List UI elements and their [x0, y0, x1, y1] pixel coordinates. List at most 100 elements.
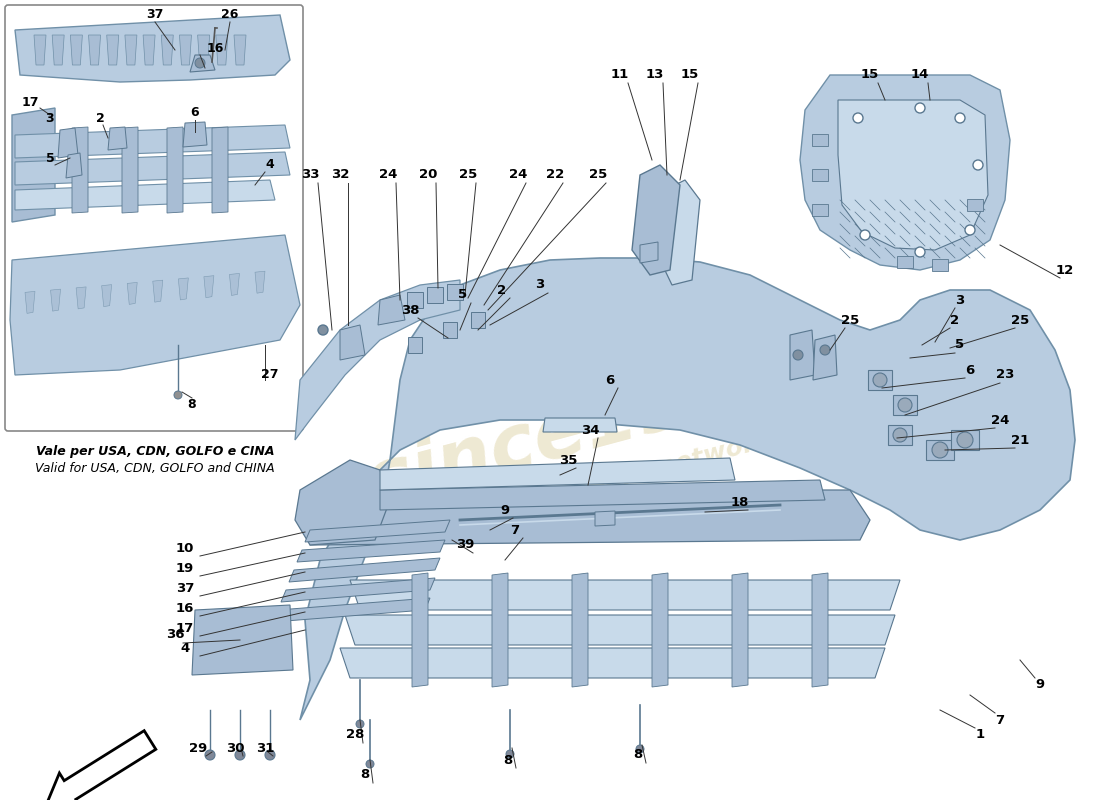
Polygon shape: [896, 256, 913, 268]
Polygon shape: [300, 258, 1075, 720]
Circle shape: [174, 391, 182, 399]
Polygon shape: [295, 460, 390, 545]
Text: 19: 19: [176, 562, 194, 574]
Text: 27: 27: [262, 369, 278, 382]
Polygon shape: [198, 35, 210, 65]
Circle shape: [318, 325, 328, 335]
Text: 9: 9: [1035, 678, 1045, 691]
Polygon shape: [153, 280, 163, 302]
Circle shape: [265, 750, 275, 760]
Polygon shape: [25, 291, 35, 314]
Text: 10: 10: [176, 542, 195, 554]
Text: 18: 18: [730, 495, 749, 509]
Text: 14: 14: [911, 69, 930, 82]
Polygon shape: [70, 35, 82, 65]
Polygon shape: [190, 55, 214, 72]
Text: Vale per USA, CDN, GOLFO e CINA: Vale per USA, CDN, GOLFO e CINA: [35, 445, 274, 458]
Text: 30: 30: [226, 742, 244, 754]
Polygon shape: [234, 35, 246, 65]
Text: 6: 6: [966, 363, 975, 377]
Polygon shape: [812, 204, 828, 216]
Polygon shape: [66, 153, 82, 178]
Text: 37: 37: [176, 582, 195, 594]
Polygon shape: [732, 573, 748, 687]
Text: 24: 24: [991, 414, 1009, 426]
Text: 6: 6: [190, 106, 199, 119]
Text: 16: 16: [176, 602, 195, 614]
Polygon shape: [412, 573, 428, 687]
Polygon shape: [12, 108, 55, 222]
Polygon shape: [34, 35, 46, 65]
Text: 3: 3: [46, 111, 54, 125]
Text: 5: 5: [956, 338, 965, 351]
Circle shape: [965, 225, 975, 235]
Polygon shape: [379, 480, 825, 510]
Text: 35: 35: [559, 454, 578, 466]
Polygon shape: [76, 287, 86, 309]
Text: 7: 7: [510, 523, 519, 537]
Polygon shape: [15, 152, 290, 185]
Text: 5: 5: [45, 151, 54, 165]
Circle shape: [955, 113, 965, 123]
Polygon shape: [345, 615, 895, 645]
Circle shape: [366, 760, 374, 768]
Polygon shape: [427, 287, 443, 303]
Polygon shape: [108, 127, 126, 150]
Circle shape: [860, 230, 870, 240]
Polygon shape: [407, 292, 424, 308]
Text: 23: 23: [996, 369, 1014, 382]
FancyArrow shape: [46, 730, 156, 800]
Text: 16: 16: [207, 42, 223, 54]
Polygon shape: [543, 418, 617, 432]
Polygon shape: [183, 122, 207, 147]
Polygon shape: [101, 285, 112, 306]
Polygon shape: [178, 278, 188, 300]
Polygon shape: [167, 127, 183, 213]
Text: since1996: since1996: [360, 338, 800, 522]
Circle shape: [898, 398, 912, 412]
Text: 11: 11: [610, 69, 629, 82]
Circle shape: [235, 750, 245, 760]
Text: 1: 1: [976, 729, 984, 742]
Circle shape: [636, 745, 644, 753]
Text: 29: 29: [189, 742, 207, 754]
Text: 17: 17: [176, 622, 194, 634]
Text: 13: 13: [646, 69, 664, 82]
Polygon shape: [280, 578, 434, 602]
Polygon shape: [492, 573, 508, 687]
Polygon shape: [88, 35, 100, 65]
Text: 9: 9: [500, 503, 509, 517]
Text: 38: 38: [400, 303, 419, 317]
Circle shape: [893, 428, 907, 442]
Polygon shape: [143, 35, 155, 65]
Text: 5: 5: [459, 289, 468, 302]
Text: Valid for USA, CDN, GOLFO and CHINA: Valid for USA, CDN, GOLFO and CHINA: [35, 462, 275, 475]
Text: 4: 4: [180, 642, 189, 654]
Polygon shape: [204, 276, 213, 298]
Circle shape: [852, 113, 864, 123]
Polygon shape: [15, 15, 290, 82]
Text: 7: 7: [996, 714, 1004, 726]
Polygon shape: [378, 295, 405, 325]
Text: 2: 2: [497, 283, 507, 297]
Polygon shape: [408, 337, 422, 353]
Text: 28: 28: [345, 729, 364, 742]
Text: 21: 21: [1011, 434, 1030, 446]
Text: 15: 15: [861, 69, 879, 82]
Text: 25: 25: [1011, 314, 1030, 326]
Circle shape: [974, 160, 983, 170]
Polygon shape: [471, 312, 485, 328]
Polygon shape: [888, 425, 912, 445]
Polygon shape: [640, 242, 658, 263]
Text: 31: 31: [256, 742, 274, 754]
Polygon shape: [813, 335, 837, 380]
Circle shape: [932, 442, 948, 458]
Polygon shape: [838, 100, 988, 250]
Text: 24: 24: [509, 169, 527, 182]
FancyBboxPatch shape: [6, 5, 302, 431]
Polygon shape: [893, 395, 917, 415]
Polygon shape: [297, 540, 446, 562]
Polygon shape: [790, 330, 815, 380]
Circle shape: [356, 720, 364, 728]
Circle shape: [195, 58, 205, 68]
